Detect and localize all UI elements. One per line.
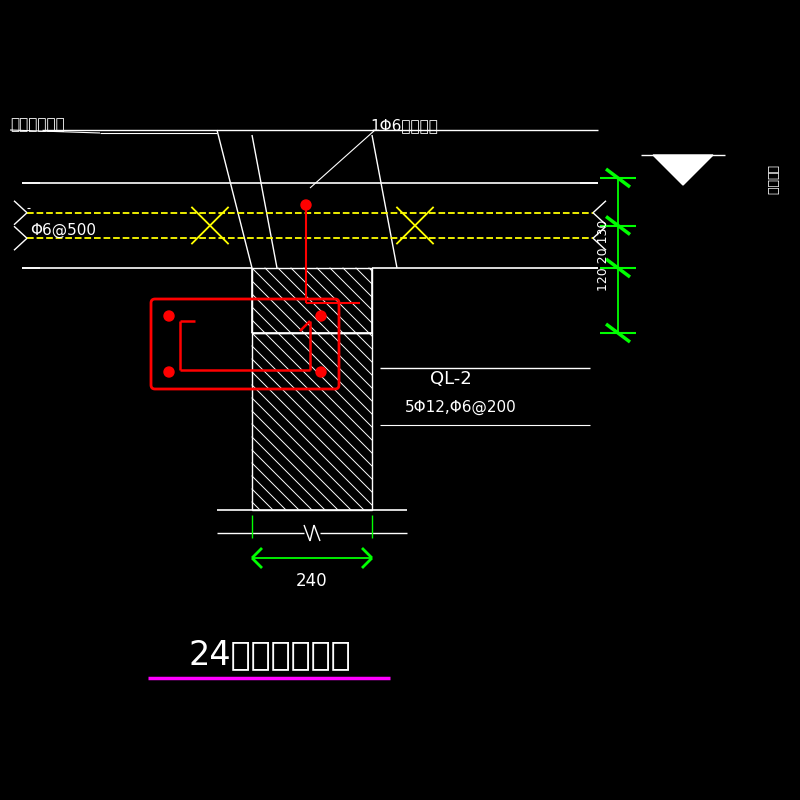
Text: Φ6@500: Φ6@500	[30, 223, 96, 238]
Text: 楼层标高: 楼层标高	[765, 165, 778, 195]
Text: 水泥砂浆座浆: 水泥砂浆座浆	[10, 117, 65, 132]
Circle shape	[316, 311, 326, 321]
Circle shape	[301, 200, 311, 210]
Bar	[252, 268, 372, 333]
Text: 1Φ6（通长）: 1Φ6（通长）	[370, 118, 438, 133]
Polygon shape	[653, 155, 713, 185]
Text: QL-2: QL-2	[430, 370, 472, 388]
Circle shape	[316, 367, 326, 377]
Text: 24墙屋面中支座: 24墙屋面中支座	[189, 638, 351, 671]
Text: 120 20 130: 120 20 130	[597, 220, 610, 291]
Bar	[252, 333, 372, 510]
Circle shape	[164, 367, 174, 377]
Text: 5Φ12,Φ6@200: 5Φ12,Φ6@200	[405, 400, 517, 415]
Circle shape	[164, 311, 174, 321]
Text: 240: 240	[296, 572, 328, 590]
